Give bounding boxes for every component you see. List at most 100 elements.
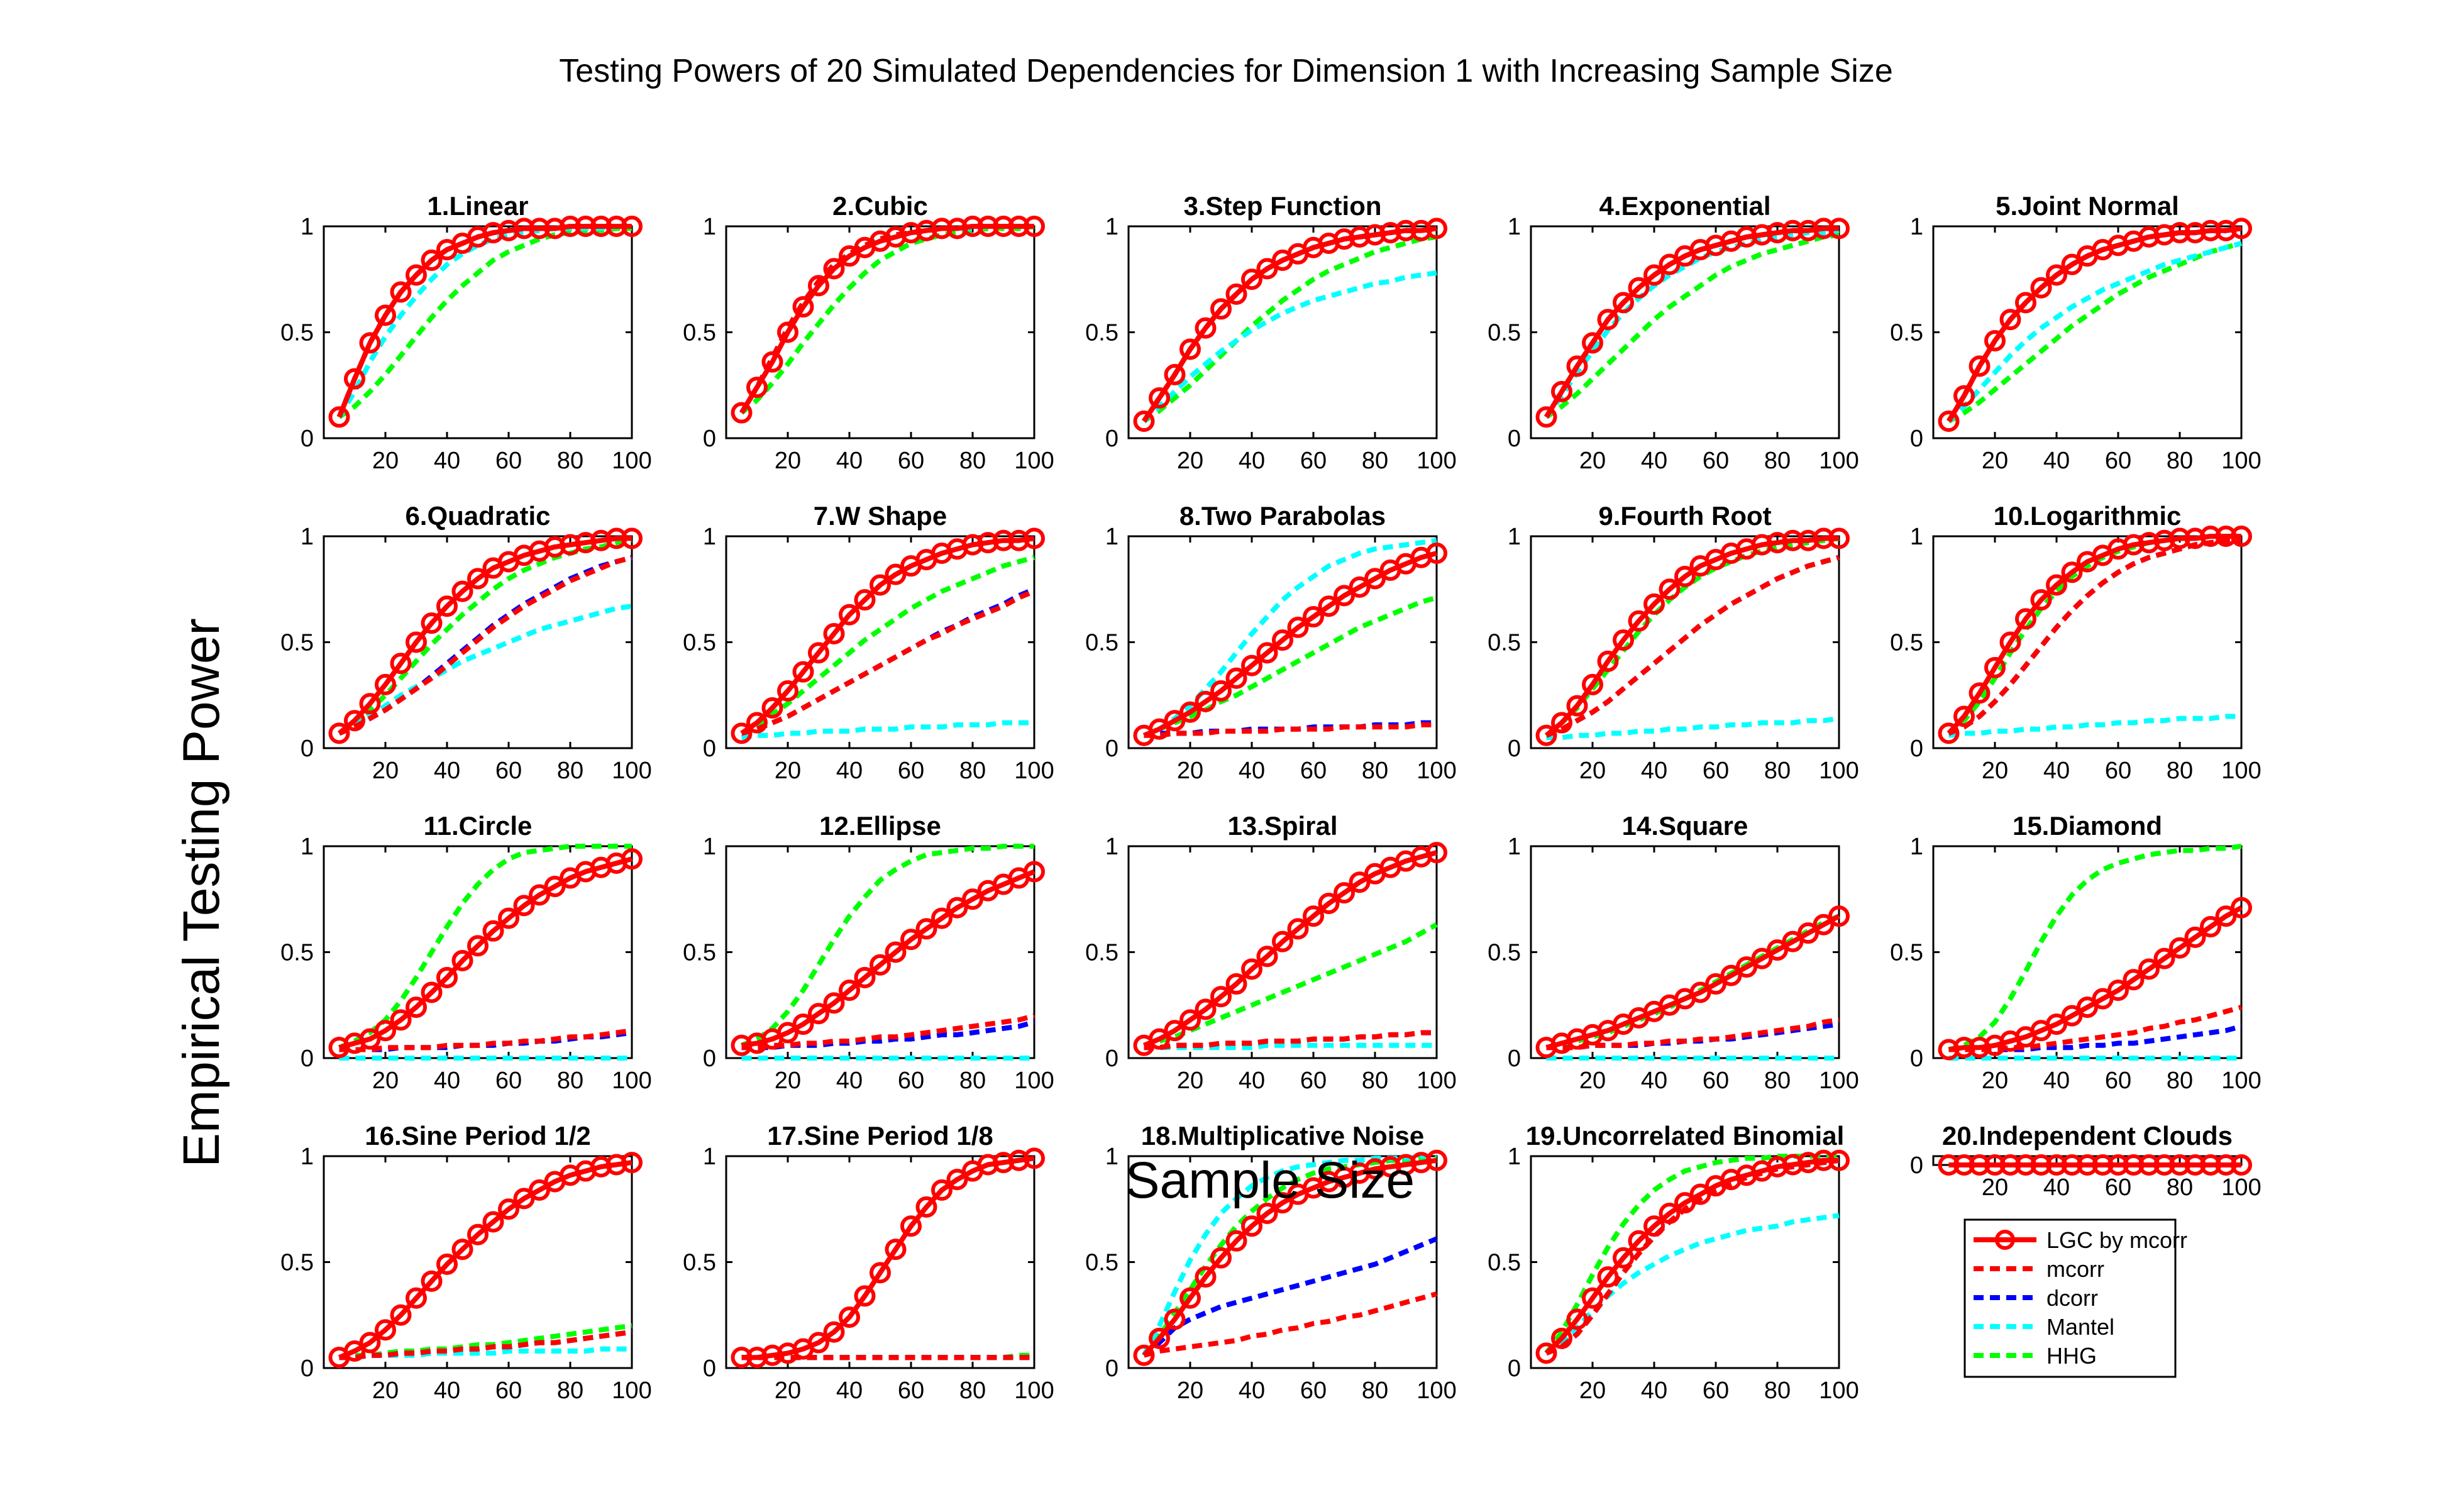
data-point-lgc-by-mcorr [1582,1287,1603,1309]
x-tick-label: 40 [2043,758,2070,784]
data-point-lgc-by-mcorr [1133,411,1155,433]
x-tick-label: 100 [2221,758,2261,784]
data-point-lgc-by-mcorr [2077,1154,2098,1176]
data-point-lgc-by-mcorr [1953,705,1975,727]
y-tick-label: 0 [1910,426,1923,452]
data-point-lgc-by-mcorr [1969,355,1991,377]
data-point-lgc-by-mcorr [2030,589,2052,611]
data-point-lgc-by-mcorr [498,219,519,241]
data-point-lgc-by-mcorr [1210,986,1232,1008]
y-tick-label: 0 [1105,426,1118,452]
data-point-lgc-by-mcorr [1303,606,1324,628]
data-point-lgc-by-mcorr [993,216,1014,237]
data-point-lgc-by-mcorr [1225,283,1247,305]
data-point-lgc-by-mcorr [1736,956,1757,978]
data-point-lgc-by-mcorr [1287,918,1309,940]
data-point-lgc-by-mcorr [1334,585,1355,607]
x-tick-label: 40 [434,758,460,784]
data-point-lgc-by-mcorr [1597,1266,1619,1288]
x-tick-label: 40 [2043,1068,2070,1094]
legend: LGC by mcorr mcorr dcorr Mantel HHG [1963,1218,2187,1378]
data-point-lgc-by-mcorr [1767,532,1788,554]
x-tick-label: 60 [2105,448,2131,474]
subplot-1-linear: 1.Linear 20 40 60 80 100 0 0.5 1 [280,191,652,474]
data-point-lgc-by-mcorr [1379,222,1401,244]
x-tick-label: 20 [372,758,399,784]
y-tick-label: 0.5 [1890,320,1923,346]
data-point-lgc-by-mcorr [1256,642,1278,664]
axes-box [1530,1155,1840,1369]
x-tick-label: 80 [1764,448,1791,474]
x-tick-label: 100 [612,448,651,474]
subplot-11-circle: 11.Circle 20 40 60 80 100 0 0.5 1 [280,811,652,1094]
data-point-lgc-by-mcorr [467,1223,489,1245]
x-tick-label: 100 [1417,758,1456,784]
data-point-lgc-by-mcorr [1582,673,1603,695]
data-point-lgc-by-mcorr [1751,534,1773,556]
data-point-lgc-by-mcorr [2092,1154,2114,1176]
data-point-lgc-by-mcorr [390,1009,412,1031]
subplot-title: 5.Joint Normal [1996,191,2179,221]
data-point-lgc-by-mcorr [885,563,907,585]
data-point-lgc-by-mcorr [2138,226,2160,248]
x-tick-label: 80 [1764,1068,1791,1094]
data-point-lgc-by-mcorr [2123,969,2145,991]
legend-label-dcorr: dcorr [2046,1285,2098,1311]
data-point-lgc-by-mcorr [2169,222,2190,244]
data-point-lgc-by-mcorr [1535,1342,1557,1364]
x-tick-label: 40 [1641,758,1667,784]
data-point-lgc-by-mcorr [854,1285,876,1307]
y-tick-label: 0 [703,1046,716,1072]
data-point-lgc-by-mcorr [746,712,768,734]
data-point-lgc-by-mcorr [406,996,427,1018]
data-point-lgc-by-mcorr [1303,905,1324,927]
y-tick-label: 0 [1508,1046,1521,1072]
data-point-lgc-by-mcorr [513,218,535,240]
data-point-lgc-by-mcorr [1953,1037,1975,1059]
x-tick-label: 20 [372,1377,399,1404]
data-point-lgc-by-mcorr [590,1156,612,1178]
data-point-lgc-by-mcorr [931,907,953,929]
data-point-lgc-by-mcorr [1318,595,1340,617]
data-point-lgc-by-mcorr [2231,897,2252,919]
x-tick-label: 20 [775,448,801,474]
data-point-lgc-by-mcorr [375,673,396,695]
y-tick-label: 0 [1105,1355,1118,1382]
data-point-lgc-by-mcorr [900,1215,922,1237]
subplot-3-step-function: 3.Step Function 20 40 60 80 100 0 0.5 1 [1085,191,1457,474]
figure-ylabel: Empirical Testing Power [173,618,230,1167]
x-tick-label: 100 [612,758,651,784]
data-point-lgc-by-mcorr [544,536,566,558]
data-point-lgc-by-mcorr [1149,1028,1170,1050]
data-point-lgc-by-mcorr [946,1169,968,1191]
x-tick-label: 40 [1641,448,1667,474]
x-tick-label: 20 [372,448,399,474]
data-point-lgc-by-mcorr [1225,973,1247,995]
series-line-mantel [1948,714,2241,738]
data-point-lgc-by-mcorr [575,532,597,554]
series-line-hhg [740,844,1034,1048]
data-point-lgc-by-mcorr [1643,593,1665,615]
y-tick-label: 0 [703,736,716,762]
data-point-lgc-by-mcorr [1410,219,1432,241]
x-tick-label: 20 [775,1068,801,1094]
y-tick-label: 0.5 [1085,940,1118,966]
y-tick-label: 0 [703,426,716,452]
x-tick-label: 100 [1014,448,1054,474]
data-point-lgc-by-mcorr [2184,926,2206,948]
data-point-lgc-by-mcorr [359,1028,381,1050]
data-point-lgc-by-mcorr [1782,1154,1804,1176]
data-point-lgc-by-mcorr [746,377,768,399]
data-point-lgc-by-mcorr [451,580,473,602]
data-point-lgc-by-mcorr [2030,1154,2052,1176]
figure-title: Testing Powers of 20 Simulated Dependenc… [559,53,1893,89]
data-point-lgc-by-mcorr [1349,226,1371,248]
data-point-lgc-by-mcorr [2153,529,2175,551]
data-point-lgc-by-mcorr [839,1306,860,1328]
data-point-lgc-by-mcorr [1241,958,1262,980]
series-line-lgc-by-mcorr [741,1156,1035,1360]
data-point-lgc-by-mcorr [2077,996,2098,1018]
x-tick-label: 40 [2043,1174,2070,1201]
series-line-hhg [338,538,632,736]
